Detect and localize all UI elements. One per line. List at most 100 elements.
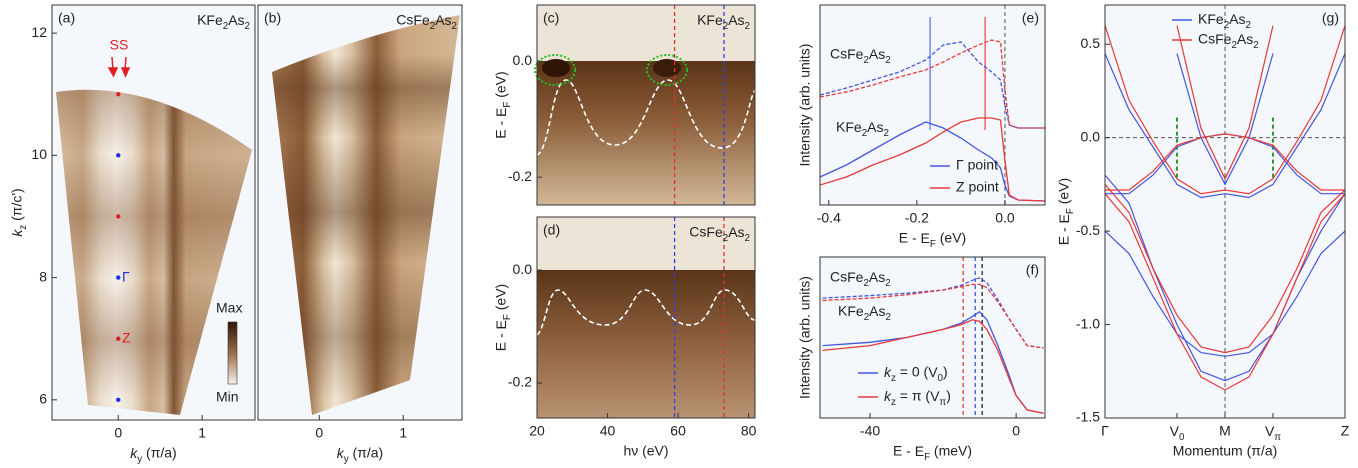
guide-curve [536, 79, 756, 156]
k-point [116, 397, 121, 403]
k-point [116, 336, 121, 341]
y-tick-label: 10 [31, 146, 47, 162]
y-tick-label: -0.2 [508, 374, 532, 390]
y-tick-label: -1.5 [1076, 409, 1100, 425]
x-tick-label: V0 [1170, 423, 1185, 443]
highlight-circle [646, 54, 688, 86]
panel-label: (b) [264, 10, 281, 26]
compound-label: KFe2As2 [838, 303, 891, 323]
y-axis-label: kz (π/c') [9, 188, 29, 236]
legend-label: Z point [956, 179, 999, 195]
intensity-map [537, 270, 755, 418]
x-tick-label: -0.2 [905, 210, 929, 226]
ss-label: SS [110, 37, 129, 53]
y-axis-label: Intensity (arb. units) [797, 276, 813, 399]
x-tick-label: 80 [741, 423, 757, 439]
plot-area [673, 217, 725, 418]
arpes-map-b [272, 15, 460, 415]
y-tick-label: -1.0 [1076, 315, 1100, 331]
ss-arrows [107, 56, 131, 78]
data-line [820, 39, 1045, 129]
colorbar [227, 321, 238, 385]
frame [536, 216, 756, 419]
x-tick-label: 0.0 [995, 210, 1015, 226]
panel-bg [820, 257, 1045, 418]
x-tick-label: Γ [1101, 423, 1109, 439]
frame [257, 4, 463, 421]
panel-label: (f) [1026, 262, 1039, 278]
compound-label: CsFe2As2 [830, 46, 891, 66]
band-line [1105, 193, 1345, 391]
y-tick-label: -0.5 [1076, 222, 1100, 238]
y-tick-label: 12 [31, 24, 47, 40]
y-tick-label: 0.5 [1081, 35, 1101, 51]
x-tick-label: 1 [198, 425, 206, 441]
frame [819, 4, 1046, 206]
y-tick-label: 0.0 [513, 261, 533, 277]
gamma-label: Γ [122, 268, 130, 284]
k-point [116, 92, 121, 97]
band-line [1176, 25, 1274, 181]
z-label: Z [122, 329, 131, 345]
k-point [116, 214, 121, 219]
k-point [116, 153, 121, 158]
panel-bg [820, 5, 1045, 205]
colorbar-min: Min [216, 389, 239, 405]
band-line [1105, 230, 1345, 357]
intensity-map [537, 61, 755, 205]
y-axis-label: Intensity (arb. units) [797, 44, 813, 167]
x-tick-label: 40 [600, 423, 616, 439]
x-tick-label: 0 [1012, 423, 1020, 439]
compound-label: KFe2As2 [197, 12, 250, 32]
band-line [1176, 53, 1274, 186]
x-tick-label: 1 [399, 425, 407, 441]
plot-area [116, 92, 121, 403]
legend-label: kz = π (Vπ) [884, 388, 951, 408]
x-tick-label: -40 [860, 423, 880, 439]
band-line [1105, 53, 1345, 199]
data-line [820, 41, 1045, 129]
panel-label: (e) [1022, 10, 1039, 26]
intensity-map-overlay [272, 15, 460, 415]
plot-area [822, 257, 1044, 418]
data-line [822, 283, 1044, 349]
x-axis-label: E - EF (meV) [893, 443, 972, 463]
x-tick-label: 20 [529, 423, 545, 439]
panel-label: (d) [543, 222, 560, 238]
y-tick-label: 0.0 [513, 52, 533, 68]
plot-area [673, 5, 725, 205]
x-axis-label: ky (π/a) [130, 445, 176, 465]
intensity-map-overlay [56, 89, 252, 415]
compound-label: KFe2As2 [836, 119, 889, 139]
plot-area [820, 5, 1045, 205]
panel-label: (g) [1322, 10, 1339, 26]
legend-label: kz = 0 (V0) [884, 364, 948, 384]
x-tick-label: Vπ [1265, 423, 1281, 443]
x-axis-label: Momentum (π/a) [1173, 443, 1278, 459]
x-tick-label: 0 [315, 425, 323, 441]
colorbar-max: Max [216, 300, 242, 316]
band-line [1105, 174, 1345, 382]
x-tick-label: M [1219, 423, 1231, 439]
legend-label: CsFe2As2 [1198, 31, 1259, 51]
frame [536, 4, 756, 206]
compound-label: KFe2As2 [697, 12, 750, 32]
y-axis-label: E - EF (eV) [1056, 178, 1076, 245]
compound-label: CsFe2As2 [689, 224, 750, 244]
x-tick-label: -0.4 [817, 210, 841, 226]
panel-label: (c) [543, 10, 559, 26]
frame [51, 4, 256, 421]
x-axis-label: hν (eV) [623, 443, 668, 459]
arpes-map-a [56, 56, 252, 415]
arpes-map-d [536, 217, 756, 418]
k-point [116, 275, 121, 280]
compound-label: CsFe2As2 [396, 12, 457, 32]
x-tick-label: 0 [114, 425, 122, 441]
y-axis-label: E - EF (eV) [493, 284, 513, 351]
y-tick-label: -0.2 [508, 168, 532, 184]
data-line [822, 319, 1044, 414]
y-tick-label: 0.0 [1081, 128, 1101, 144]
y-tick-label: 6 [39, 391, 47, 407]
